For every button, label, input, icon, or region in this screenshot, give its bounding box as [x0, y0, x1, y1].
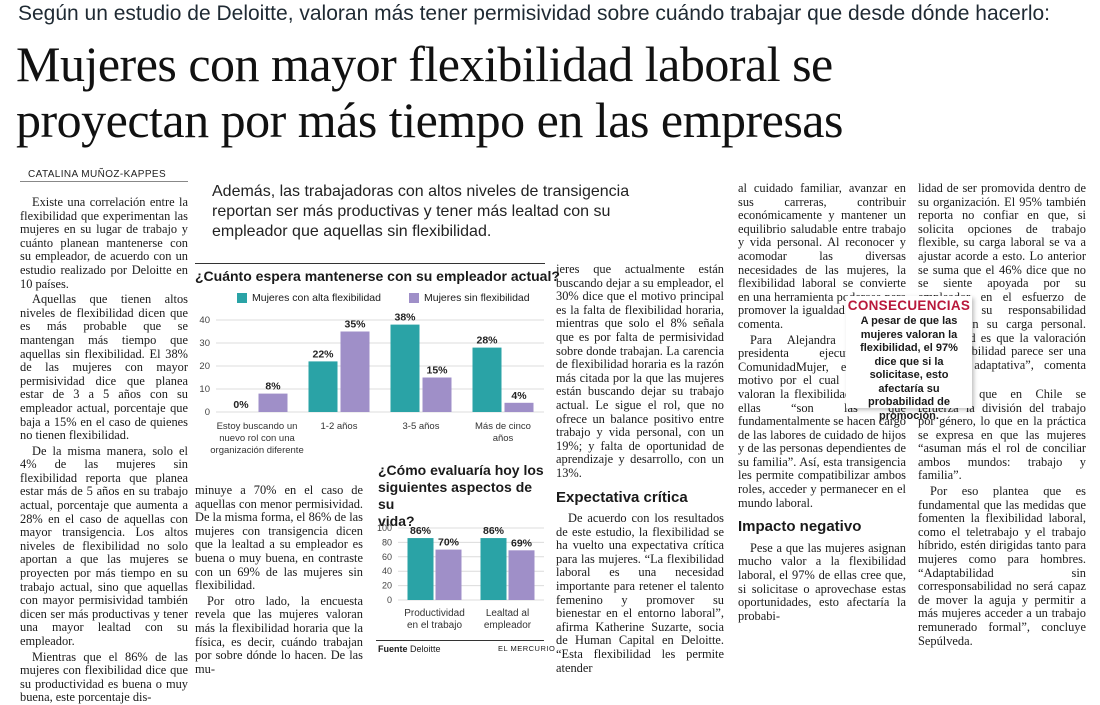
- data-label: 15%: [426, 365, 448, 377]
- bar: [472, 347, 502, 412]
- column-4: al cuidado familiar, avanzar en sus carr…: [738, 181, 906, 623]
- paragraph: Por eso plantea que es fundamental que l…: [918, 484, 1086, 648]
- chart-1-legend: Mujeres con alta flexibilidad Mujeres si…: [237, 292, 530, 304]
- chart-2-title-line: ¿Cómo evaluaría hoy los: [378, 462, 544, 478]
- column-2: minuye a 70% en el caso de aquellas con …: [195, 483, 363, 676]
- chart-1-title: ¿Cuánto espera mantenerse con su emplead…: [195, 268, 560, 284]
- subhead-impacto: Impacto negativo: [738, 518, 862, 536]
- paragraph: minuye a 70% en el caso de aquellas con …: [195, 483, 363, 593]
- bar: [407, 538, 434, 600]
- legend-swatch-alta: [237, 293, 247, 303]
- category-label: nuevo rol con una: [219, 433, 295, 444]
- paragraph: Pese a que las mujeres asignan mucho val…: [738, 540, 906, 623]
- data-label: 70%: [438, 537, 460, 549]
- y-tick-label: 0: [205, 407, 210, 418]
- y-tick-label: 60: [382, 552, 392, 562]
- data-label: 69%: [511, 537, 533, 549]
- subhead-expectativa: Expectativa crítica: [556, 488, 688, 506]
- column-1: Existe una correlación entre la flexibil…: [20, 195, 188, 705]
- category-label: 1-2 años: [321, 421, 358, 432]
- legend-swatch-sin: [408, 293, 419, 303]
- headline-line-2: proyectan por más tiempo en las empresas: [16, 92, 843, 148]
- y-tick-label: 20: [199, 361, 210, 372]
- paragraph: Mientras que el 86% de las mujeres con f…: [20, 649, 188, 705]
- category-label: en el trabajo: [407, 620, 462, 631]
- data-label: 0%: [233, 399, 249, 411]
- source-outlet: EL MERCURIO: [498, 644, 556, 653]
- paragraph: jeres que actualmente están buscando dej…: [556, 262, 724, 480]
- y-tick-label: 10: [199, 384, 210, 395]
- box-body: A pesar de que las mujeres valoran la fl…: [860, 315, 958, 422]
- bar: [480, 538, 507, 600]
- category-label: Más de cinco: [475, 421, 531, 432]
- legend-label: Mujeres con alta flexibilidad: [252, 292, 381, 304]
- category-label: años: [493, 433, 514, 444]
- y-tick-label: 30: [199, 338, 210, 349]
- paragraph: Aquellas que tienen altos niveles de fle…: [20, 292, 188, 443]
- pull-quote: Además, las trabajadoras con altos nivel…: [212, 182, 717, 242]
- source-value: Deloitte: [410, 644, 441, 654]
- data-label: 8%: [265, 381, 281, 393]
- category-label: Productividad: [404, 608, 465, 619]
- category-label: Estoy buscando un: [217, 421, 298, 432]
- category-label: empleador: [484, 620, 532, 631]
- category-label: Lealtad al: [486, 608, 529, 619]
- chart-1-top-rule: [195, 263, 545, 264]
- data-label: 22%: [312, 348, 334, 360]
- data-label: 4%: [511, 390, 527, 402]
- headline-line-1: Mujeres con mayor flexibilidad laboral s…: [16, 36, 833, 92]
- y-tick-label: 40: [382, 566, 392, 576]
- kicker: Según un estudio de Deloitte, valoran má…: [18, 2, 1050, 25]
- source-label: Fuente: [378, 644, 408, 654]
- byline: CATALINA MUÑOZ-KAPPES: [28, 169, 167, 180]
- source-rule: [376, 640, 544, 641]
- data-label: 28%: [476, 335, 498, 347]
- y-tick-label: 0: [387, 595, 392, 605]
- bar: [435, 549, 462, 600]
- chart-2-title: ¿Cómo evaluaría hoy los siguientes aspec…: [378, 462, 548, 530]
- paragraph: De la misma manera, solo el 4% de las mu…: [20, 443, 188, 648]
- y-tick-label: 20: [382, 581, 392, 591]
- pull-quote-line-1: Además, las trabajadoras con altos nivel…: [212, 183, 630, 200]
- bar: [258, 393, 288, 412]
- bar: [308, 361, 338, 412]
- source-line: Fuente Deloitte: [378, 644, 441, 654]
- bar: [504, 402, 534, 412]
- headline: Mujeres con mayor flexibilidad laboral s…: [16, 36, 1091, 148]
- category-label: organización diferente: [210, 445, 303, 456]
- data-label: 86%: [410, 525, 432, 537]
- consecuencias-box: CONSECUENCIAS A pesar de que las mujeres…: [846, 296, 972, 422]
- legend-item: Mujeres con alta flexibilidad: [237, 292, 381, 304]
- legend-label: Mujeres sin flexibilidad: [423, 292, 530, 304]
- bar: [390, 324, 420, 412]
- pull-quote-line-2: reportan ser más productivas y tener más…: [212, 203, 611, 220]
- paragraph: Por otro lado, la encuesta revela que la…: [195, 593, 363, 676]
- legend-item: Mujeres sin flexibilidad: [408, 292, 530, 304]
- paragraph: Existe una correlación entre la flexibil…: [20, 195, 188, 291]
- data-label: 86%: [483, 525, 505, 537]
- bar: [508, 550, 535, 600]
- column-3: jeres que actualmente están buscando dej…: [556, 262, 724, 675]
- category-label: 3-5 años: [403, 421, 440, 432]
- data-label: 38%: [394, 312, 416, 324]
- y-tick-label: 100: [377, 523, 392, 533]
- data-label: 35%: [344, 319, 366, 331]
- paragraph: De acuerdo con los resultados de este es…: [556, 511, 724, 675]
- byline-rule: [20, 181, 188, 182]
- y-tick-label: 80: [382, 537, 392, 547]
- pull-quote-line-3: empleador que aquellas sin flexibilidad.: [212, 223, 492, 240]
- bar: [422, 377, 452, 412]
- chart-2-title-line: vida?: [378, 513, 415, 529]
- chart-2-title-line: siguientes aspectos de su: [378, 479, 533, 512]
- box-title: CONSECUENCIAS: [846, 296, 972, 313]
- bar: [340, 331, 370, 412]
- y-tick-label: 40: [199, 315, 210, 326]
